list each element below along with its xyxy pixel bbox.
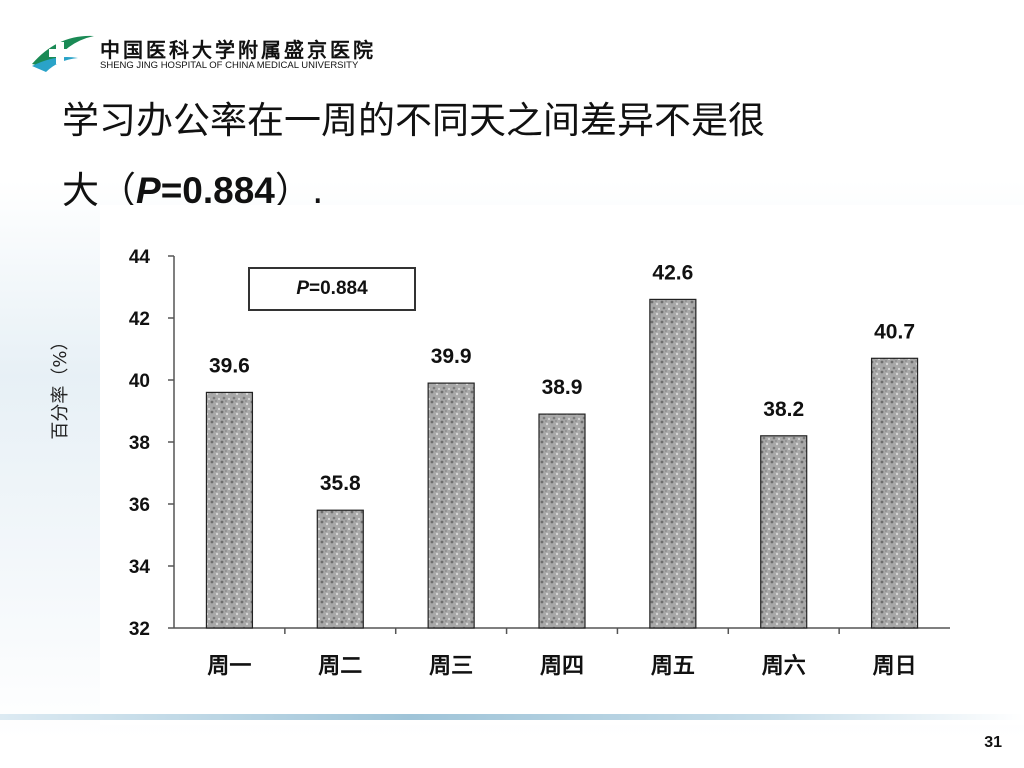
y-axis-label: 百分率（%） (50, 332, 71, 440)
annotation-p-value: =0.884 (309, 278, 368, 299)
y-tick-label: 38 (129, 433, 150, 454)
chart-labels: 39.6 周一 35.8 周二 39.9 周三 38.9 周四 42.6 周五 38.2 周六 40.7… (207, 261, 916, 678)
bar-value-label: 39.9 (431, 345, 472, 368)
bar-value-label: 39.6 (209, 354, 250, 377)
hospital-logo: 中国医科大学附属盛京医院 SHENG JING HOSPITAL OF CHIN… (28, 28, 373, 76)
x-tick-label: 周三 (429, 653, 473, 678)
y-tick-label: 36 (129, 495, 150, 516)
bar (427, 382, 475, 629)
x-tick-label: 周日 (873, 653, 917, 678)
bar (316, 509, 364, 629)
bar (649, 298, 697, 629)
bar (538, 413, 586, 629)
y-tick-label: 42 (129, 309, 150, 330)
bar-value-label: 38.2 (763, 398, 804, 421)
x-tick-label: 周二 (318, 653, 362, 678)
x-tick-label: 周五 (651, 653, 695, 678)
slide-title: 学习办公率在一周的不同天之间差异不是很 大（P=0.884）. (62, 86, 962, 226)
title-prefix: 大（ (62, 169, 136, 212)
logo-english-name: SHENG JING HOSPITAL OF CHINA MEDICAL UNI… (100, 60, 359, 71)
footer-decoration (0, 714, 1024, 720)
y-tick-label: 34 (129, 557, 151, 578)
y-tick-label: 40 (129, 371, 150, 392)
x-tick-label: 周六 (762, 653, 806, 678)
title-line-1: 学习办公率在一周的不同天之间差异不是很 (62, 99, 765, 142)
title-p-symbol: P (136, 170, 161, 211)
hospital-emblem-icon (32, 35, 94, 72)
p-value-annotation: P=0.884 (248, 267, 416, 311)
logo-chinese-name: 中国医科大学附属盛京医院 (100, 38, 376, 62)
bar-value-label: 42.6 (652, 261, 693, 284)
bar-value-label: 40.7 (874, 320, 915, 343)
chart-bars (205, 298, 919, 629)
title-suffix: ）. (274, 169, 324, 212)
y-tick-label: 44 (129, 247, 151, 268)
annotation-p-symbol: P (296, 278, 310, 299)
x-tick-label: 周四 (540, 653, 584, 678)
bar-value-label: 35.8 (320, 472, 361, 495)
title-p-value: =0.884 (160, 170, 275, 211)
bar (205, 391, 254, 629)
x-tick-label: 周一 (207, 653, 251, 678)
bar-value-label: 38.9 (542, 376, 583, 399)
title-line-2: 大（P=0.884）. (62, 156, 962, 226)
page-number: 31 (984, 734, 1002, 751)
chart-axes: 32 34 36 38 40 42 44 (129, 247, 950, 640)
y-tick-label: 32 (129, 619, 150, 640)
bar (870, 357, 919, 629)
bar (760, 435, 808, 629)
